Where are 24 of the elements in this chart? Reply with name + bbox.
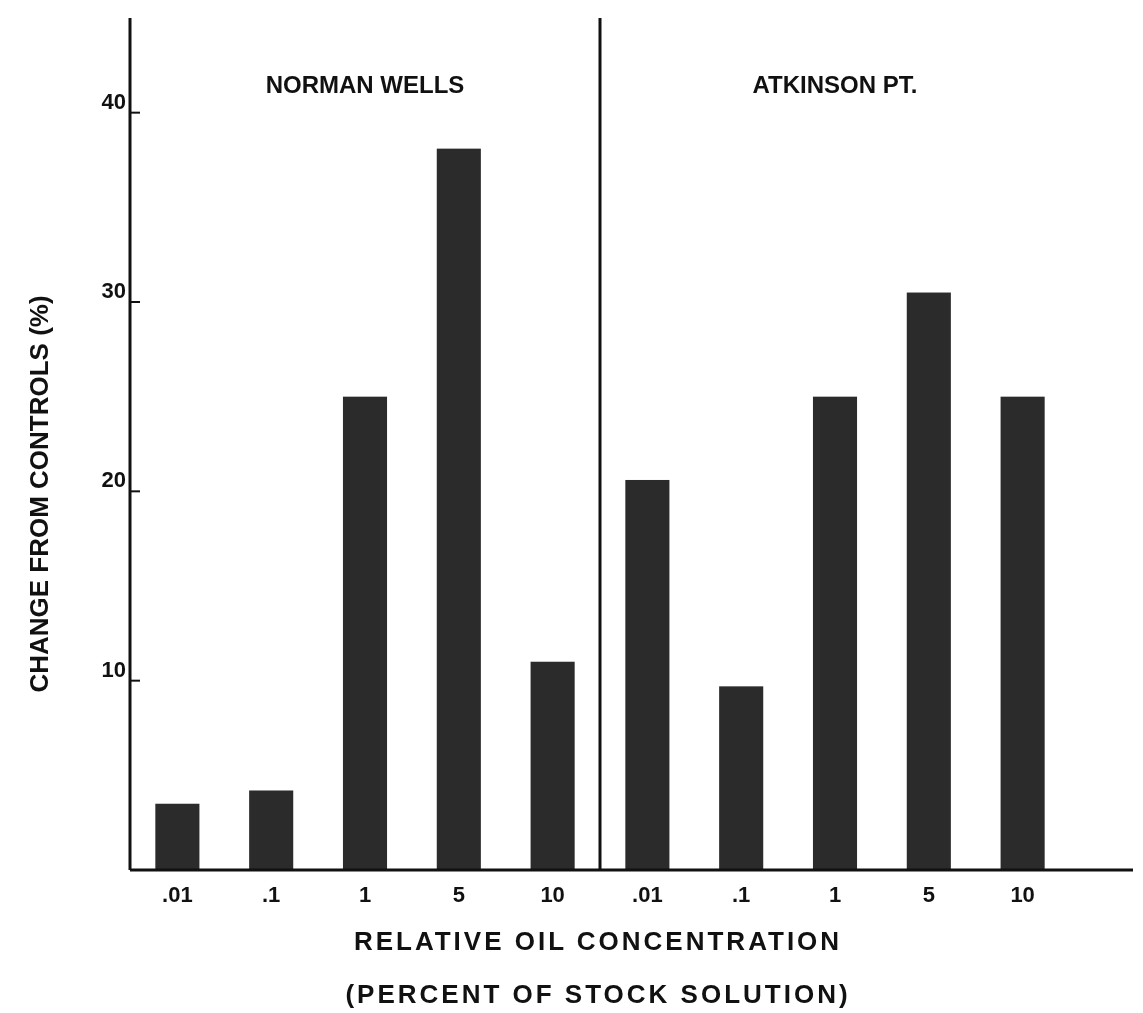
y-tick-label: 30	[101, 278, 126, 303]
x-tick-label: 10	[540, 882, 565, 907]
x-tick-label: .1	[262, 882, 281, 907]
x-tick-label: 10	[1010, 882, 1035, 907]
text: NORMAN WELLS	[265, 71, 465, 98]
x-tick-label: 5	[452, 882, 465, 907]
x-tick-label: 5	[922, 882, 935, 907]
y-tick-label: 40	[101, 88, 126, 114]
y-axis-title: CHANGE FROM CONTROLS (%)	[24, 295, 54, 693]
y-tick-label: 10	[101, 656, 126, 682]
text: (PERCENT OF STOCK SOLUTION)	[345, 979, 851, 1009]
x-tick-label: 1	[358, 882, 372, 907]
bar	[906, 292, 951, 870]
bar	[812, 396, 858, 870]
x-tick-label: .01	[632, 882, 663, 907]
bar	[1000, 396, 1045, 870]
y-tick-label: 20	[101, 467, 126, 493]
x-tick-label: .1	[732, 882, 751, 907]
x-axis-title: RELATIVE OIL CONCENTRATION	[353, 926, 843, 956]
text: ATKINSON PT.	[752, 71, 918, 98]
bar	[719, 686, 764, 870]
x-tick-label: 1	[828, 882, 842, 907]
bar	[625, 479, 670, 870]
x-tick-label: .01	[162, 882, 193, 907]
